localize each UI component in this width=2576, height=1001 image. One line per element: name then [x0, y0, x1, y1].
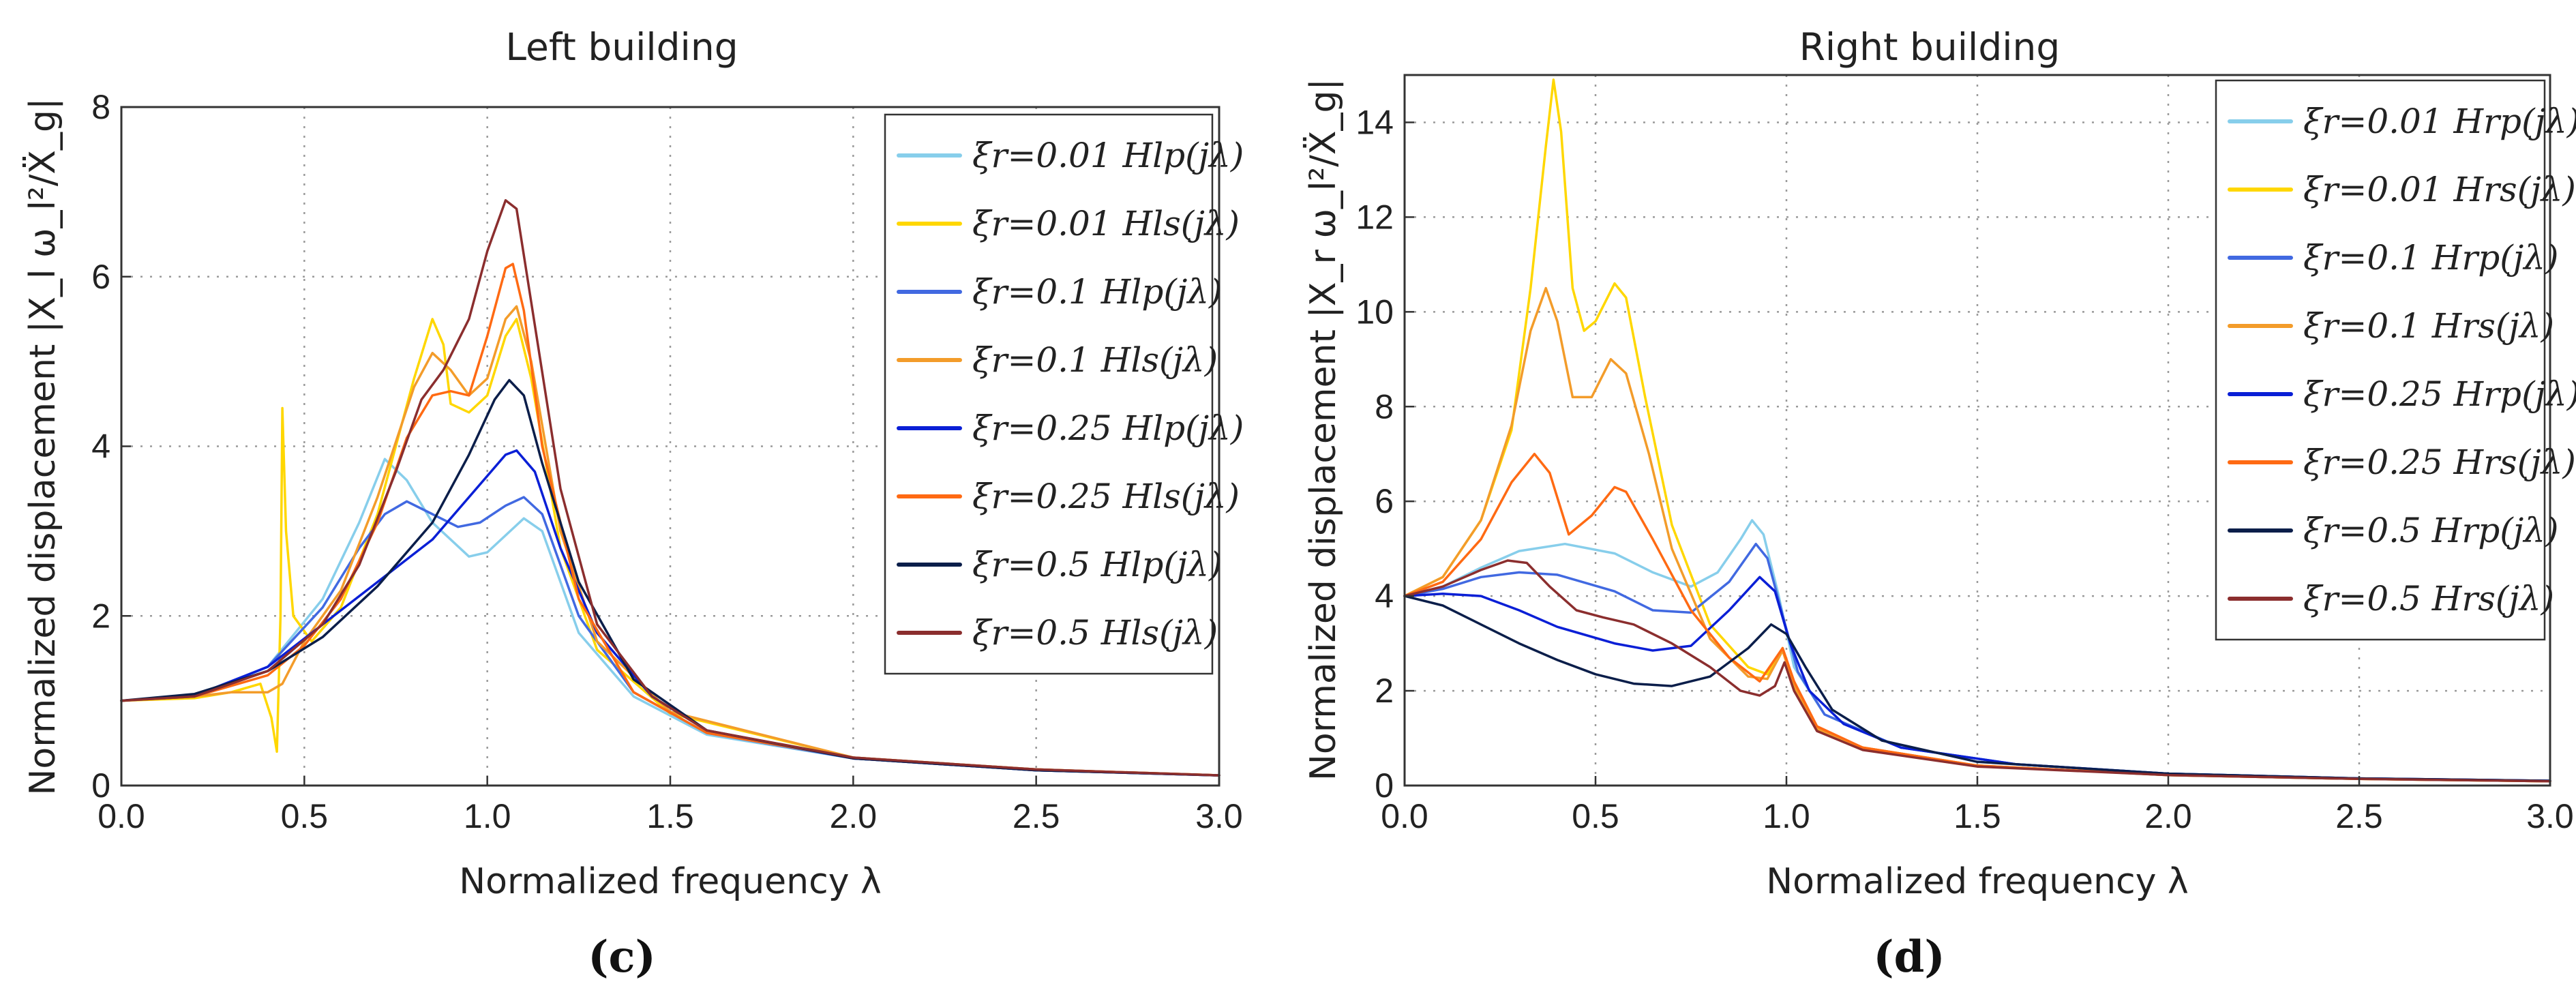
right-y-tick-label: 6 [1375, 482, 1394, 520]
left-legend-label: ξr=0.25 Hls(jλ) [972, 477, 1240, 516]
left-x-tick-label: 0.0 [98, 797, 145, 835]
right-x-axis-label: Normalized frequency λ [1766, 861, 2189, 902]
left-ticks: 0.0 0.5 1.0 1.5 2.0 2.5 3.0 0 2 4 6 8 [91, 88, 1243, 835]
left-grid [121, 107, 1219, 786]
left-chart-title: Left building [505, 25, 738, 69]
right-legend-label: ξr=0.1 Hrs(jλ) [2303, 306, 2554, 346]
left-x-tick-label: 3.0 [1195, 797, 1243, 835]
left-caption: (c) [588, 931, 656, 983]
right-x-tick-label: 0.5 [1572, 797, 1619, 835]
right-x-tick-label: 1.0 [1763, 797, 1810, 835]
left-y-tick-label: 8 [91, 88, 110, 126]
left-y-tick-label: 2 [91, 597, 110, 635]
left-x-tick-label: 2.0 [830, 797, 878, 835]
right-y-tick-label: 8 [1375, 387, 1394, 425]
left-chart-panel: Left building 0.0 0.5 1.0 1.5 2.0 2.5 3.0 0 2 4 6 8… [22, 25, 1244, 983]
right-legend-label: ξr=0.1 Hrp(jλ) [2303, 238, 2558, 278]
right-series-line-7 [1403, 595, 2551, 782]
right-x-tick-label: 0.0 [1381, 797, 1428, 835]
left-x-tick-label: 1.5 [646, 797, 694, 835]
right-y-tick-label: 0 [1375, 766, 1394, 805]
left-x-axis-label: Normalized frequency λ [459, 861, 882, 902]
left-legend-label: ξr=0.5 Hlp(jλ) [972, 545, 1223, 584]
left-legend: ξr=0.01 Hlp(jλ) ξr=0.01 Hls(jλ) ξr=0.1 Hlp… [884, 113, 1244, 675]
right-caption: (d) [1873, 931, 1945, 983]
right-y-axis-label: Normalized displacement |X_r ω_l²/Ẍ_g| [1302, 78, 1344, 781]
right-y-tick-label: 10 [1356, 293, 1394, 331]
right-x-tick-label: 2.0 [2144, 797, 2192, 835]
left-x-tick-label: 2.5 [1013, 797, 1060, 835]
right-chart-title: Right building [1799, 25, 2061, 69]
left-y-tick-label: 4 [91, 428, 110, 466]
right-legend-box [2215, 79, 2546, 641]
right-x-tick-label: 3.0 [2526, 797, 2574, 835]
left-y-tick-label: 0 [91, 766, 110, 805]
right-y-tick-label: 4 [1375, 577, 1394, 615]
left-legend-label: ξr=0.1 Hls(jλ) [972, 340, 1218, 380]
right-series-line-8 [1403, 559, 2551, 783]
right-series-line-6 [1403, 452, 2551, 783]
right-curves [1403, 78, 2551, 783]
left-legend-label: ξr=0.25 Hlp(jλ) [972, 408, 1244, 448]
right-y-tick-label: 12 [1356, 198, 1394, 236]
left-series-line-8 [120, 199, 1220, 777]
left-y-tick-label: 6 [91, 258, 110, 296]
left-legend-label: ξr=0.01 Hls(jλ) [972, 204, 1240, 243]
left-series-line-1 [120, 458, 1220, 777]
right-x-tick-label: 2.5 [2335, 797, 2383, 835]
right-legend-label: ξr=0.01 Hrp(jλ) [2303, 102, 2576, 141]
left-legend-label: ξr=0.1 Hlp(jλ) [972, 272, 1223, 312]
right-legend-label: ξr=0.5 Hrs(jλ) [2303, 579, 2554, 618]
left-legend-label: ξr=0.01 Hlp(jλ) [972, 136, 1244, 175]
right-y-tick-label: 14 [1356, 103, 1394, 141]
right-y-tick-label: 2 [1375, 672, 1394, 710]
left-legend-label: ξr=0.5 Hls(jλ) [972, 613, 1218, 653]
right-legend-label: ξr=0.01 Hrs(jλ) [2303, 170, 2576, 209]
left-y-axis-label: Normalized displacement |X_l ω_l²/Ẍ_g| [22, 98, 63, 795]
left-x-tick-label: 1.0 [464, 797, 511, 835]
left-x-tick-label: 0.5 [281, 797, 329, 835]
right-legend-label: ξr=0.25 Hrs(jλ) [2303, 443, 2576, 482]
right-legend: ξr=0.01 Hrp(jλ) ξr=0.01 Hrs(jλ) ξr=0.1 Hrp… [2215, 79, 2576, 641]
right-legend-label: ξr=0.25 Hrp(jλ) [2303, 374, 2576, 414]
right-chart-panel: Right building 0.0 0.5 1.0 1.5 2.0 2.5 3.0 0 2 4 6… [1302, 25, 2576, 983]
right-x-tick-label: 1.5 [1953, 797, 2001, 835]
left-curves [120, 199, 1220, 777]
right-legend-label: ξr=0.5 Hrp(jλ) [2303, 511, 2558, 550]
right-ticks: 0.0 0.5 1.0 1.5 2.0 2.5 3.0 0 2 4 6 8 10 12 14 [1356, 103, 2573, 835]
left-legend-box [884, 113, 1214, 675]
